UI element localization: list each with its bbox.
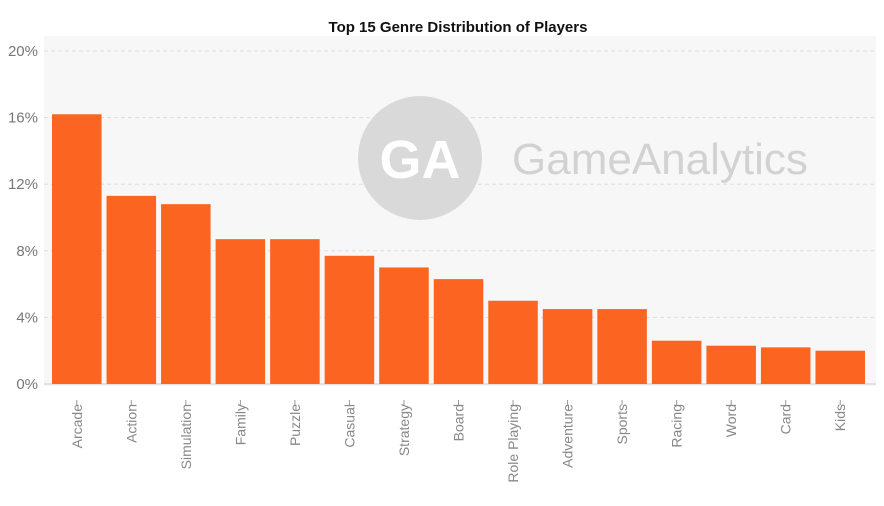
bar-role-playing <box>488 300 538 384</box>
x-tick-label: Casual <box>341 404 357 448</box>
x-tick-label: Strategy <box>396 404 412 456</box>
y-tick-label: 0% <box>16 376 38 393</box>
x-tick-label: Puzzle <box>287 404 303 446</box>
x-tick-label: Board <box>451 404 467 441</box>
bar-simulation <box>161 204 211 384</box>
x-tick-label: Simulation <box>178 404 194 469</box>
bar-racing <box>651 340 702 384</box>
bar-word <box>706 345 756 384</box>
bar-adventure <box>542 309 593 384</box>
bar-action <box>106 195 157 384</box>
watermark-logo-text: GA <box>380 130 461 190</box>
y-tick-label: 8% <box>16 243 38 260</box>
x-axis-ticks: Arcade Action Simulation Family Puzzle Casual… <box>69 400 848 483</box>
bars <box>52 114 865 385</box>
bar-card <box>760 347 811 384</box>
watermark-logo-circle <box>358 96 482 220</box>
x-tick-label: Word <box>723 404 739 437</box>
bar-kids <box>815 350 865 384</box>
x-tick-label: Card <box>778 404 794 434</box>
y-tick-label: 4% <box>16 309 38 326</box>
watermark: GA GameAnalytics <box>358 96 808 220</box>
bar-strategy <box>379 267 429 384</box>
x-tick-label: Role Playing <box>505 404 521 483</box>
y-axis-ticks: 0% 4% 8% 12% 16% 20% <box>8 43 38 393</box>
x-tick-label: Racing <box>669 404 685 448</box>
bar-board <box>433 279 484 384</box>
y-tick-label: 12% <box>8 176 38 193</box>
x-tick-label: Sports <box>614 404 630 444</box>
x-tick-label: Kids <box>832 404 848 431</box>
watermark-brand-text: GameAnalytics <box>512 135 808 184</box>
chart-title: Top 15 Genre Distribution of Players <box>329 19 588 36</box>
bar-puzzle <box>270 239 320 384</box>
bar-casual <box>324 255 375 384</box>
x-tick-label: Family <box>232 404 248 445</box>
bar-sports <box>597 309 647 384</box>
x-tick-label: Adventure <box>560 404 576 468</box>
x-tick-label: Action <box>123 404 139 443</box>
bar-family <box>215 239 266 384</box>
y-tick-label: 16% <box>8 110 38 127</box>
x-tick-label: Arcade <box>69 404 85 449</box>
y-tick-label: 20% <box>8 43 38 60</box>
bar-arcade <box>52 114 102 385</box>
